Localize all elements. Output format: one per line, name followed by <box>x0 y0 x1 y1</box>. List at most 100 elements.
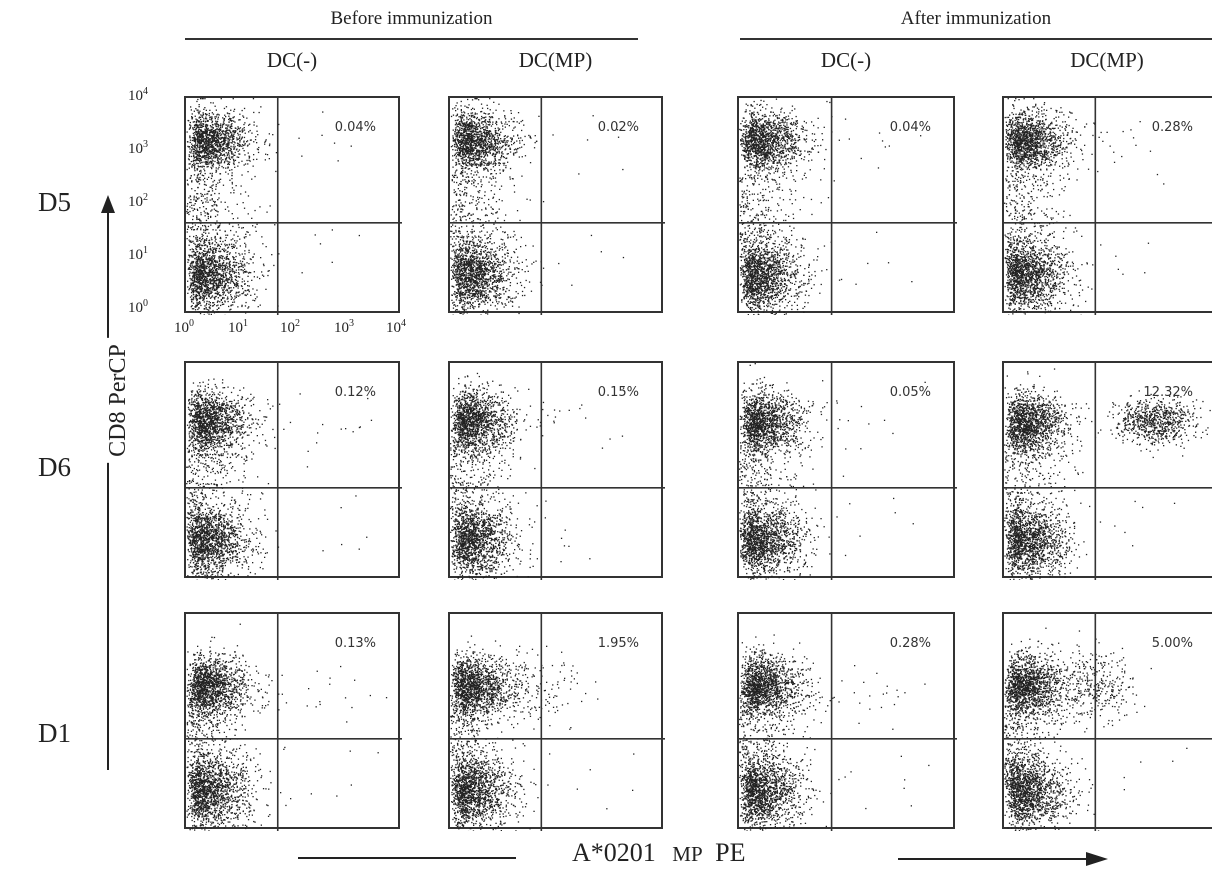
event-dot <box>227 141 229 143</box>
event-dot <box>228 268 230 270</box>
event-dot <box>469 129 471 131</box>
event-dot <box>195 108 197 110</box>
event-dot <box>199 135 201 137</box>
event-dot <box>257 151 260 154</box>
event-dot <box>501 154 503 156</box>
event-dot <box>486 283 488 285</box>
event-dot <box>239 145 241 147</box>
event-dot <box>205 281 207 283</box>
event-dot <box>201 263 203 265</box>
event-dot <box>469 242 471 244</box>
event-dot <box>207 156 210 158</box>
event-dot <box>472 147 474 149</box>
event-dot <box>242 266 244 268</box>
event-dot <box>462 171 464 174</box>
event-dot <box>256 296 258 298</box>
event-dot <box>199 170 201 172</box>
event-dot <box>208 275 210 277</box>
event-dot <box>474 293 476 295</box>
event-dot <box>483 164 485 166</box>
event-dot <box>464 251 466 253</box>
event-dot <box>473 149 475 151</box>
dot-plot-d5-col-2: 0.02% <box>448 96 665 315</box>
event-dot <box>212 251 215 253</box>
event-dot <box>458 152 461 154</box>
event-dot <box>200 273 202 275</box>
event-dot <box>197 256 199 258</box>
event-dot <box>200 165 202 168</box>
event-dot <box>211 262 213 264</box>
event-dot <box>471 112 474 114</box>
event-dot <box>494 127 496 130</box>
event-dot <box>466 173 468 175</box>
event-dot <box>195 123 197 126</box>
event-dot <box>222 142 225 144</box>
event-dot <box>470 123 472 125</box>
event-dot <box>213 248 215 250</box>
event-dot <box>230 135 232 137</box>
event-dot <box>204 305 206 307</box>
event-dot <box>228 133 230 135</box>
event-dot <box>247 231 249 233</box>
event-dot <box>218 272 220 275</box>
event-dot <box>226 143 228 145</box>
event-dot <box>206 147 208 149</box>
event-dot <box>193 229 196 231</box>
event-dot <box>199 148 201 150</box>
event-dot <box>218 161 220 163</box>
event-dot <box>198 297 200 300</box>
event-dot <box>222 140 224 142</box>
event-dot <box>228 139 231 141</box>
event-dot <box>211 167 213 170</box>
event-dot <box>221 274 223 277</box>
event-dot <box>218 268 220 271</box>
event-dot <box>237 127 239 129</box>
event-dot <box>188 289 190 291</box>
event-dot <box>191 149 193 151</box>
event-dot <box>469 305 472 307</box>
event-dot <box>452 129 454 131</box>
event-dot <box>202 298 204 300</box>
event-dot <box>213 274 215 276</box>
event-dot <box>201 285 203 287</box>
event-dot <box>216 131 219 134</box>
event-dot <box>460 132 462 134</box>
event-dot <box>224 141 226 144</box>
event-dot <box>222 184 225 186</box>
event-dot <box>210 292 212 294</box>
event-dot <box>464 155 466 157</box>
event-dot <box>251 178 253 180</box>
event-dot <box>469 152 471 155</box>
y-tick-label: 103 <box>128 139 148 158</box>
event-dot <box>207 157 210 159</box>
event-dot <box>202 261 204 263</box>
event-dot <box>188 213 190 216</box>
event-dot <box>206 156 208 158</box>
event-dot <box>194 273 196 275</box>
event-dot <box>495 131 497 134</box>
event-dot <box>224 294 227 296</box>
event-dot <box>194 268 196 271</box>
event-dot <box>224 264 226 266</box>
event-dot <box>190 125 192 127</box>
event-dot <box>235 293 237 295</box>
event-dot <box>196 168 199 170</box>
event-dot <box>187 259 189 261</box>
event-dot <box>262 243 264 245</box>
event-dot <box>188 244 190 246</box>
event-dot <box>216 265 218 267</box>
event-dot <box>455 142 457 145</box>
event-dot <box>194 146 196 148</box>
event-dot <box>243 280 245 282</box>
event-dot <box>234 283 236 286</box>
event-dot <box>207 263 209 265</box>
event-dot <box>204 170 206 172</box>
event-dot <box>454 139 456 141</box>
event-dot <box>225 135 227 137</box>
event-dot <box>495 109 497 111</box>
event-dot <box>243 129 246 131</box>
event-dot <box>200 200 203 202</box>
event-dot <box>268 270 270 272</box>
event-dot <box>244 122 246 124</box>
event-dot <box>239 134 241 136</box>
